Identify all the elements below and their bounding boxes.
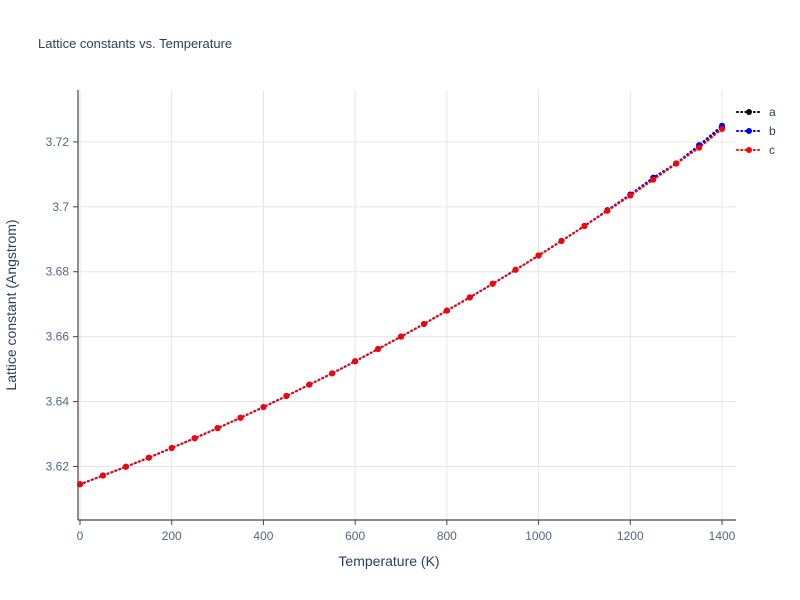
legend-item-c[interactable]: [736, 147, 762, 153]
x-tick-label: 200: [162, 529, 182, 543]
legend-item-a[interactable]: [736, 109, 762, 115]
data-point-c: [535, 252, 542, 259]
legend-marker: [746, 147, 752, 153]
data-point-c: [466, 294, 473, 301]
x-axis-title: Temperature (K): [338, 553, 439, 569]
x-tick-label: 1400: [709, 529, 736, 543]
data-point-c: [122, 463, 129, 470]
y-tick-label: 3.7: [52, 200, 69, 214]
data-point-c: [696, 144, 703, 151]
data-point-c: [237, 414, 244, 421]
data-point-c: [650, 176, 657, 183]
x-tick-label: 0: [77, 529, 84, 543]
data-point-c: [719, 125, 725, 132]
legend-marker: [746, 109, 752, 115]
data-point-c: [306, 381, 313, 388]
data-point-c: [604, 207, 611, 214]
data-point-c: [398, 333, 404, 340]
y-tick-label: 3.66: [46, 330, 70, 344]
y-tick-label: 3.72: [46, 135, 70, 149]
data-point-c: [168, 444, 175, 451]
y-tick-label: 3.68: [46, 265, 70, 279]
legend-item-b[interactable]: [736, 128, 762, 134]
data-point-c: [673, 160, 680, 167]
x-tick-label: 400: [253, 529, 273, 543]
data-point-c: [558, 237, 565, 244]
data-point-c: [260, 404, 267, 411]
y-axis-title: Lattice constant (Angstrom): [3, 219, 19, 390]
data-point-c: [375, 345, 382, 352]
data-point-c: [214, 425, 221, 432]
data-point-c: [329, 370, 336, 377]
legend-label: b: [769, 124, 776, 138]
data-point-c: [99, 472, 106, 479]
series-line-c: [79, 127, 723, 486]
data-point-c: [352, 358, 359, 365]
series-line-b: [79, 124, 723, 486]
data-point-c: [145, 454, 152, 461]
data-point-c: [489, 280, 496, 287]
data-point-c: [627, 192, 634, 199]
x-tick-label: 800: [437, 529, 457, 543]
data-point-c: [512, 266, 519, 273]
data-point-c: [77, 481, 83, 488]
legend-marker: [746, 128, 752, 134]
y-tick-label: 3.64: [46, 395, 70, 409]
data-point-c: [443, 307, 450, 314]
data-point-c: [283, 393, 290, 400]
data-point-c: [420, 320, 427, 327]
legend-label: c: [769, 143, 775, 157]
x-tick-label: 600: [345, 529, 365, 543]
data-point-c: [191, 435, 198, 442]
series-line-a: [79, 125, 723, 486]
y-tick-label: 3.62: [46, 459, 70, 473]
chart-title: Lattice constants vs. Temperature: [38, 36, 233, 51]
x-tick-label: 1000: [525, 529, 552, 543]
data-point-c: [581, 222, 588, 229]
x-tick-label: 1200: [617, 529, 644, 543]
legend-label: a: [769, 105, 776, 119]
